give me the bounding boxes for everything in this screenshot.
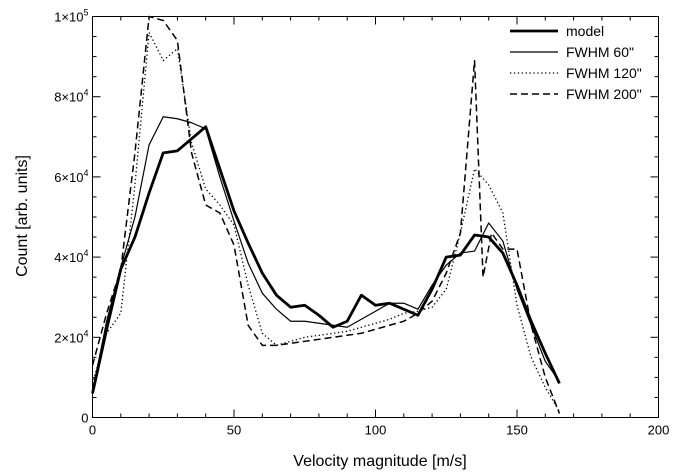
series-line-3 <box>91 15 561 414</box>
x-tick-label: 50 <box>227 423 241 438</box>
y-tick-label: 1×105 <box>54 8 88 25</box>
y-tick-exponent: 4 <box>83 328 88 338</box>
legend-label-0: model <box>566 23 604 39</box>
x-axis-title: Velocity magnitude [m/s] <box>293 453 466 470</box>
y-tick-mantissa: 8×10 <box>54 90 83 105</box>
y-tick-label: 2×104 <box>54 328 88 345</box>
x-tick-label: 200 <box>648 423 670 438</box>
legend-label-3: FWHM 200" <box>566 86 642 102</box>
legend-label-2: FWHM 120" <box>566 65 642 81</box>
series-line-0 <box>91 125 561 394</box>
y-tick-label: 6×104 <box>54 168 88 185</box>
series-layer <box>91 15 561 414</box>
y-tick-mantissa: 6×10 <box>54 170 83 185</box>
legend-label-1: FWHM 60" <box>566 44 634 60</box>
x-axis-ticks: 0 50 100 150 200 <box>89 16 670 438</box>
series-line-2 <box>91 31 561 412</box>
y-tick-mantissa: 1×10 <box>54 10 83 25</box>
x-tick-label: 0 <box>89 423 96 438</box>
y-tick-mantissa: 0 <box>81 411 88 426</box>
y-tick-label: 0 <box>81 411 88 426</box>
x-tick-label: 150 <box>506 423 528 438</box>
y-tick-label: 4×104 <box>54 248 88 265</box>
y-axis-title: Count [arb. units] <box>14 155 31 277</box>
y-tick-mantissa: 4×10 <box>54 250 83 265</box>
y-tick-exponent: 4 <box>83 168 88 178</box>
y-tick-label: 8×104 <box>54 88 88 105</box>
y-tick-mantissa: 2×10 <box>54 330 83 345</box>
y-tick-exponent: 4 <box>83 88 88 98</box>
x-tick-label: 100 <box>365 423 387 438</box>
legend: model FWHM 60" FWHM 120" FWHM 200" <box>510 23 642 102</box>
y-tick-exponent: 5 <box>83 8 88 18</box>
y-tick-exponent: 4 <box>83 248 88 258</box>
